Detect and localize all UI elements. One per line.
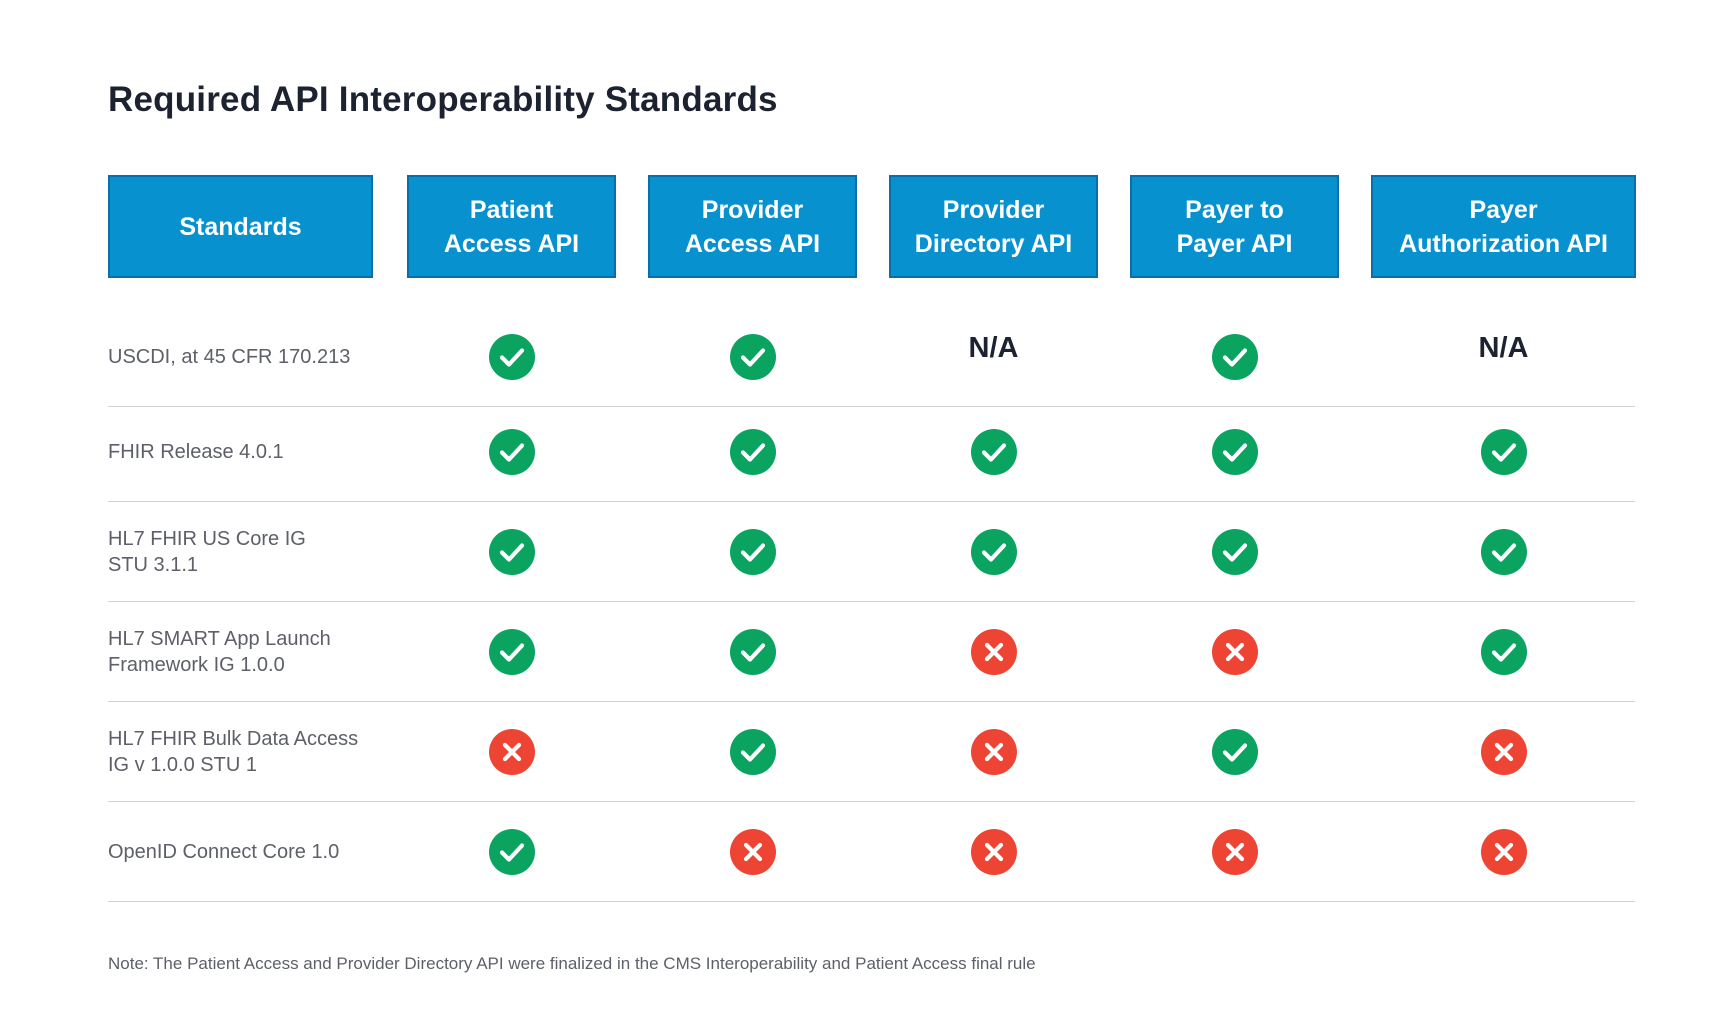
cross-circle-icon — [729, 828, 776, 875]
check-circle-icon — [488, 428, 535, 475]
row-label: FHIR Release 4.0.1 — [108, 440, 284, 463]
check-circle-icon — [729, 528, 776, 575]
row-label: OpenID Connect Core 1.0 — [108, 840, 340, 863]
row-divider — [108, 601, 1635, 602]
row-label: HL7 FHIR Bulk Data Access IG v 1.0.0 STU… — [108, 727, 359, 776]
row-divider — [108, 901, 1635, 902]
not-applicable-label: N/A — [968, 331, 1019, 364]
footnote: Note: The Patient Access and Provider Di… — [108, 954, 1036, 973]
column-header-payer-to-payer-api: Payer to Payer API — [1130, 175, 1339, 278]
check-circle-icon — [1480, 528, 1527, 575]
check-circle-icon — [488, 333, 535, 380]
check-circle-icon — [729, 728, 776, 775]
column-header-payer-authorization-api: Payer Authorization API — [1371, 175, 1636, 278]
row-label: USCDI, at 45 CFR 170.213 — [108, 345, 351, 368]
row-divider — [108, 801, 1635, 802]
check-circle-icon — [488, 528, 535, 575]
check-circle-icon — [729, 333, 776, 380]
not-applicable-label: N/A — [1478, 331, 1529, 364]
check-circle-icon — [1211, 728, 1258, 775]
check-circle-icon — [970, 528, 1017, 575]
cross-circle-icon — [970, 728, 1017, 775]
cross-circle-icon — [1211, 828, 1258, 875]
check-circle-icon — [729, 428, 776, 475]
column-header-provider-access-api: Provider Access API — [648, 175, 857, 278]
column-header-provider-directory-api: Provider Directory API — [889, 175, 1098, 278]
check-circle-icon — [1211, 333, 1258, 380]
row-label: HL7 SMART App Launch Framework IG 1.0.0 — [108, 627, 331, 676]
column-header-patient-access-api: Patient Access API — [407, 175, 616, 278]
page-title: Required API Interoperability Standards — [108, 80, 778, 119]
check-circle-icon — [1211, 528, 1258, 575]
row-label: HL7 FHIR US Core IG STU 3.1.1 — [108, 527, 306, 576]
check-circle-icon — [729, 628, 776, 675]
cross-circle-icon — [1480, 728, 1527, 775]
cross-circle-icon — [970, 828, 1017, 875]
cross-circle-icon — [1480, 828, 1527, 875]
check-circle-icon — [488, 628, 535, 675]
cross-circle-icon — [488, 728, 535, 775]
check-circle-icon — [1480, 628, 1527, 675]
cross-circle-icon — [1211, 628, 1258, 675]
check-circle-icon — [1211, 428, 1258, 475]
row-divider — [108, 406, 1635, 407]
column-header-standards: Standards — [108, 175, 373, 278]
row-divider — [108, 701, 1635, 702]
row-divider — [108, 501, 1635, 502]
check-circle-icon — [970, 428, 1017, 475]
cross-circle-icon — [970, 628, 1017, 675]
check-circle-icon — [1480, 428, 1527, 475]
check-circle-icon — [488, 828, 535, 875]
